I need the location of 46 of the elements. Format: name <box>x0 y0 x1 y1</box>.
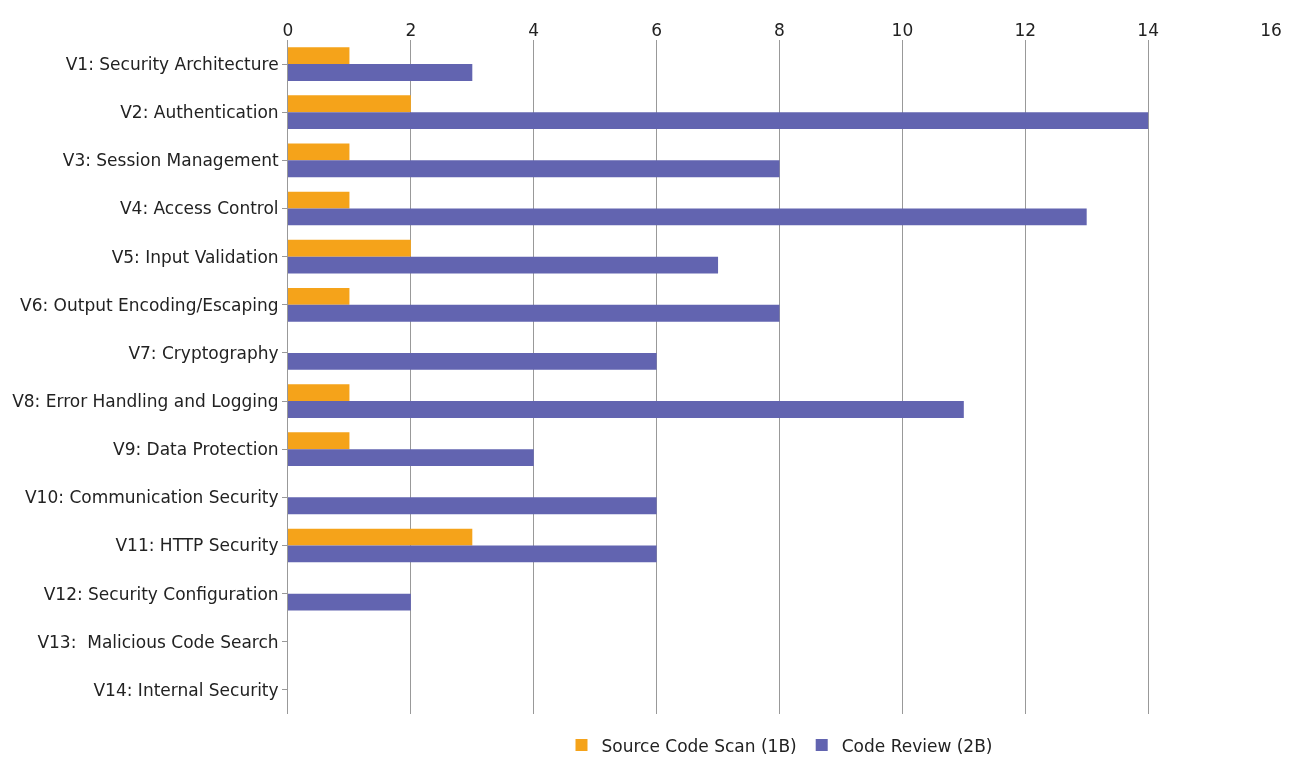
y-tick-label: V10: Communication Security <box>24 487 279 508</box>
bar <box>288 208 1087 226</box>
y-tick-label: V9: Data Protection <box>113 439 279 460</box>
bar <box>288 239 411 257</box>
x-tick-label: 10 <box>891 19 914 40</box>
y-tick-label: V3: Session Management <box>62 150 279 171</box>
y-tick-label: V13: Malicious Code Search <box>37 631 279 652</box>
y-tick-label: V4: Access Control <box>119 198 279 219</box>
bar <box>288 384 350 402</box>
bar <box>288 545 657 563</box>
bar <box>288 401 964 418</box>
bar <box>288 143 350 161</box>
bar <box>288 191 350 209</box>
x-tick-label: 14 <box>1137 19 1159 40</box>
bar <box>288 112 1149 130</box>
legend-label: Source Code Scan (1B) <box>601 735 797 756</box>
bar <box>288 593 411 611</box>
bar <box>288 432 350 450</box>
bar <box>288 497 657 515</box>
legend-label: Code Review (2B) <box>841 735 993 756</box>
bar <box>288 449 534 467</box>
bar <box>288 528 473 546</box>
y-tick-label: V11: HTTP Security <box>115 535 279 556</box>
x-tick-label: 6 <box>651 19 663 40</box>
bar <box>288 95 411 113</box>
bar <box>288 287 350 305</box>
bar <box>288 47 350 65</box>
bar <box>288 64 473 81</box>
y-tick-label: V2: Authentication <box>120 102 279 123</box>
x-tick-label: 8 <box>774 19 785 40</box>
bar <box>288 352 657 370</box>
y-tick-label: V6: Output Encoding/Escaping <box>20 294 279 315</box>
x-tick-label: 0 <box>282 19 294 40</box>
y-tick-label: V1: Security Architecture <box>65 54 279 75</box>
bar <box>288 256 719 274</box>
bar <box>288 304 780 322</box>
bar <box>288 160 780 178</box>
x-tick-label: 2 <box>405 19 417 40</box>
y-tick-label: V14: Internal Security <box>93 679 279 700</box>
x-tick-label: 12 <box>1014 19 1037 40</box>
y-tick-label: V8: Error Handling and Logging <box>12 391 279 412</box>
x-tick-label: 16 <box>1260 19 1282 40</box>
y-tick-label: V7: Cryptography <box>128 342 279 363</box>
y-tick-label: V12: Security Configuration <box>43 583 279 604</box>
x-tick-label: 4 <box>528 19 540 40</box>
y-tick-label: V5: Input Validation <box>111 246 279 267</box>
